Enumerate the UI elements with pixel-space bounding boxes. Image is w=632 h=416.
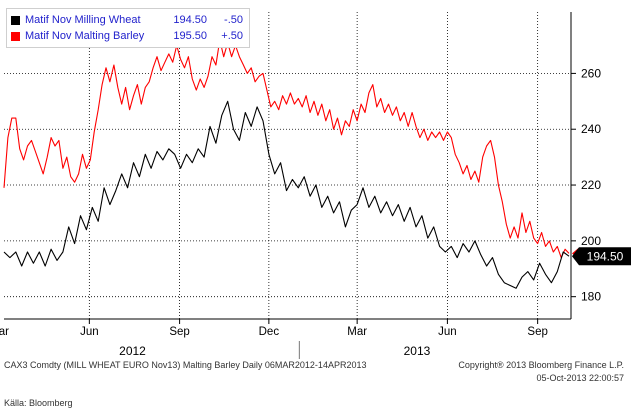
x-tick-label-1: Jun bbox=[80, 326, 99, 338]
y-tick-label-200: 200 bbox=[581, 234, 601, 248]
legend-name-milling-wheat: Matif Nov Milling Wheat bbox=[25, 14, 141, 26]
y-tick-label-260: 260 bbox=[581, 66, 601, 80]
legend-entry-malting-barley: Matif Nov Malting Barley 195.50 +.50 bbox=[11, 28, 243, 44]
x-tick-label-3: Dec bbox=[259, 326, 280, 338]
legend-change-malting-barley: +.50 bbox=[221, 30, 243, 42]
y-tick-label-240: 240 bbox=[581, 122, 601, 136]
footer-timestamp: 05-Oct-2013 22:00:57 bbox=[536, 373, 624, 383]
last-price-marker-wheat bbox=[572, 247, 631, 266]
legend-name-malting-barley: Matif Nov Malting Barley bbox=[25, 30, 145, 42]
last-price-label: 194.50 bbox=[587, 250, 624, 264]
footer-copyright: Copyright® 2013 Bloomberg Finance L.P. bbox=[458, 360, 624, 370]
y-tick-label-220: 220 bbox=[581, 178, 601, 192]
x-tick-label-4: Mar bbox=[347, 326, 367, 338]
x-tick-label-5: Jun bbox=[438, 326, 457, 338]
legend-swatch-milling-wheat bbox=[11, 15, 20, 25]
axes bbox=[4, 12, 631, 359]
legend-last-malting-barley: 195.50 bbox=[173, 30, 207, 42]
legend-change-milling-wheat: -.50 bbox=[224, 14, 243, 26]
legend-swatch-malting-barley bbox=[11, 31, 20, 41]
series-line-1 bbox=[3, 39, 570, 259]
chart-legend: Matif Nov Milling Wheat 194.50 -.50 Mati… bbox=[6, 8, 250, 48]
y-tick-label-180: 180 bbox=[581, 290, 601, 304]
legend-entry-milling-wheat: Matif Nov Milling Wheat 194.50 -.50 bbox=[11, 12, 243, 28]
axis-labels: 180 200 220 240 260 Mar Jun Sep Dec Mar Jun Sep 2012… bbox=[0, 66, 624, 358]
year-label-2012: 2012 bbox=[119, 344, 146, 358]
legend-last-milling-wheat: 194.50 bbox=[173, 14, 207, 26]
source-note: Källa: Bloomberg bbox=[4, 398, 73, 408]
plot-area bbox=[4, 12, 571, 319]
x-tick-label-2: Sep bbox=[169, 326, 189, 338]
x-tick-label-0: Mar bbox=[0, 326, 9, 338]
footer-security-description: CAX3 Comdty (MILL WHEAT EURO Nov13) Malt… bbox=[4, 360, 367, 370]
x-tick-label-6: Sep bbox=[527, 326, 547, 338]
year-label-2013: 2013 bbox=[404, 344, 431, 358]
series-line-0 bbox=[3, 100, 570, 289]
series-lines bbox=[3, 39, 570, 289]
